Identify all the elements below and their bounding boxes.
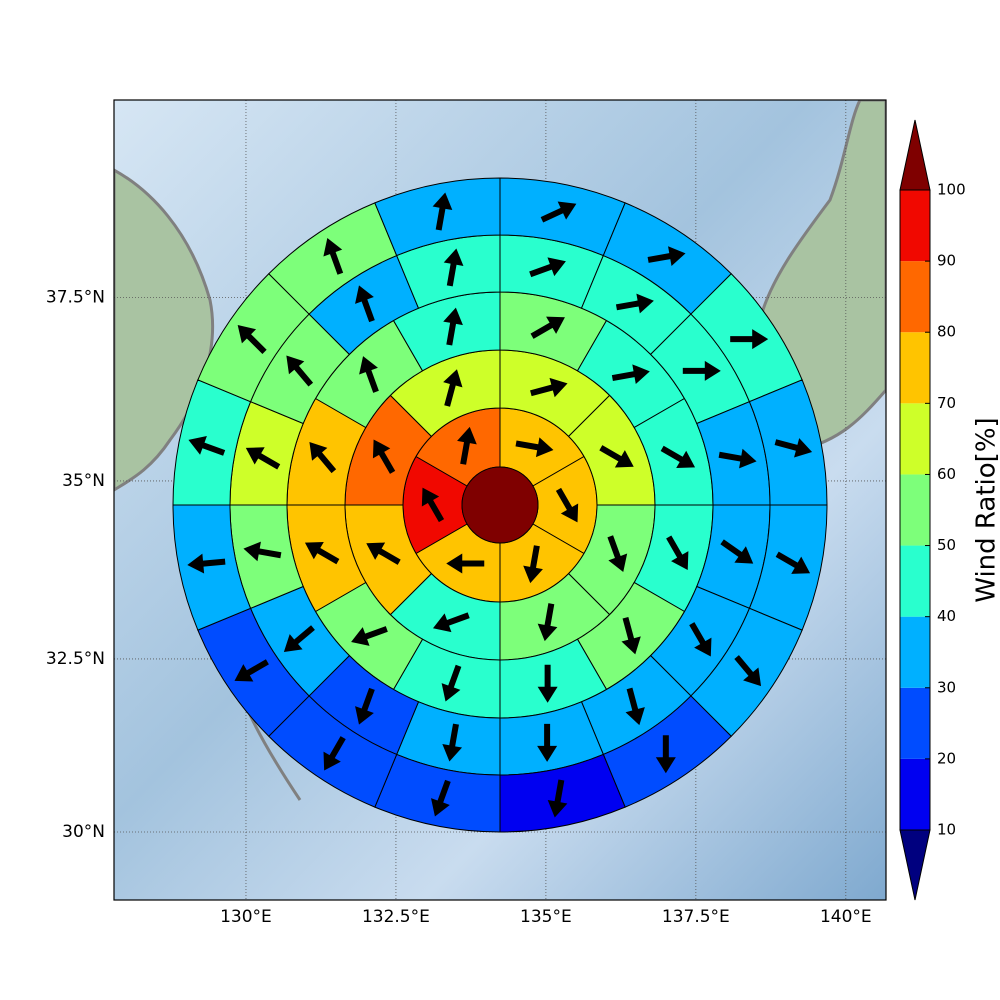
colorbar-extend-low: [899, 829, 931, 901]
wind-arrow: [432, 612, 470, 633]
wind-arrow: [304, 541, 340, 565]
colorbar-segment: [900, 261, 930, 333]
colorbar-segment: [900, 403, 930, 475]
colorbar-tick-label: 100: [937, 181, 966, 199]
wind-arrow: [655, 735, 676, 774]
wind-arrow: [734, 655, 762, 687]
colorbar-segment: [900, 332, 930, 404]
wind-arrow: [547, 779, 568, 818]
colorbar: 10 20 30 40 50 60 70 80 90 100: [899, 119, 966, 901]
wind-arrow: [443, 248, 464, 287]
wind-arrow: [323, 736, 346, 771]
colorbar-extend-high: [899, 119, 931, 191]
wind-arrow: [355, 687, 375, 725]
colorbar-tick-label: 80: [937, 323, 956, 341]
wind-arrow: [515, 437, 554, 458]
wind-arrow: [188, 436, 226, 456]
x-tick-label: 137.5°E: [662, 907, 730, 927]
wind-arrow: [283, 625, 315, 653]
wind-arrow: [689, 622, 712, 657]
wind-arrow: [446, 553, 485, 574]
wind-arrow: [243, 541, 282, 562]
wind-arrow: [523, 545, 543, 584]
wind-arrow: [457, 426, 477, 465]
wind-arrow: [599, 445, 634, 468]
y-tick-label: 30°N: [62, 822, 105, 842]
wind-arrow: [537, 603, 558, 642]
colorbar-frame: [899, 189, 931, 831]
wind-arrow: [323, 238, 344, 275]
colorbar-tick-label: 40: [937, 607, 956, 625]
wind-arrow: [615, 293, 654, 314]
wind-arrow: [441, 664, 462, 702]
wind-arrow: [660, 445, 696, 469]
wind-arrow: [372, 439, 396, 474]
colorbar-tick-label: 20: [937, 749, 956, 767]
x-tick-label: 130°E: [220, 907, 272, 927]
wind-arrow: [530, 377, 568, 398]
wind-arrow: [730, 329, 769, 350]
wind-arrow: [443, 307, 463, 346]
wind-arrow: [625, 687, 645, 726]
wind-arrow: [774, 438, 813, 458]
y-tick-label: 32.5°N: [46, 649, 105, 669]
wind-arrow: [355, 285, 375, 323]
wind-arrow: [537, 664, 558, 703]
wind-arrow: [442, 723, 463, 762]
wind-arrow: [682, 360, 721, 381]
colorbar-segment: [900, 758, 930, 830]
wind-arrow: [443, 369, 463, 407]
wind-arrow: [607, 535, 628, 573]
colorbar-tick-label: 50: [937, 536, 956, 554]
colorbar-tick-label: 10: [937, 821, 956, 839]
wind-arrow: [359, 356, 379, 393]
wind-arrow: [530, 316, 565, 339]
wind-arrow: [309, 442, 337, 474]
colorbar-segment: [900, 190, 930, 262]
plot-frame: [113, 99, 887, 901]
wind-arrow: [621, 616, 641, 655]
colorbar-label: Wind Ratio[%]: [972, 417, 1000, 602]
wind-arrow: [432, 192, 453, 231]
wind-arrow: [421, 487, 445, 523]
center-cell: [461, 466, 539, 544]
y-tick-label: 35°N: [62, 471, 105, 491]
colorbar-segment: [900, 545, 930, 617]
wind-arrow: [234, 659, 269, 682]
colorbar-segment: [900, 616, 930, 688]
wind-arrow: [775, 551, 811, 574]
colorbar-segment: [900, 687, 930, 759]
wind-arrow: [245, 447, 281, 470]
y-tick-label: 37.5°N: [46, 287, 105, 307]
ticks: 130°E 132.5°E 135°E 137.5°E 140°E 30°N 32.5°N 3…: [46, 287, 872, 927]
wind-arrow: [351, 626, 388, 646]
sectors: [172, 177, 828, 833]
wind-arrow: [720, 539, 754, 564]
x-tick-label: 132.5°E: [362, 907, 430, 927]
wind-arrow: [555, 487, 579, 523]
colorbar-tick-label: 70: [937, 394, 956, 412]
wind-arrow: [540, 201, 577, 223]
colorbar-segment: [900, 474, 930, 546]
wind-arrow: [537, 723, 558, 762]
wind-arrow: [529, 257, 566, 278]
colorbar-tick-label: 90: [937, 252, 956, 270]
x-tick-label: 135°E: [520, 907, 572, 927]
wind-arrow: [647, 246, 686, 266]
wind-arrow: [187, 553, 226, 574]
sector: [374, 177, 501, 257]
wind-arrow: [431, 779, 451, 817]
wind-arrow: [666, 535, 689, 570]
colorbar-tick-label: 60: [937, 465, 956, 483]
wind-arrow: [611, 364, 650, 385]
colorbar-tick-label: 30: [937, 678, 956, 696]
wind-arrow: [286, 355, 314, 387]
wind-arrow: [718, 448, 757, 469]
arrows: [187, 192, 813, 818]
wind-arrow: [237, 325, 267, 355]
wind-arrow: [366, 542, 401, 565]
x-tick-label: 140°E: [820, 907, 872, 927]
